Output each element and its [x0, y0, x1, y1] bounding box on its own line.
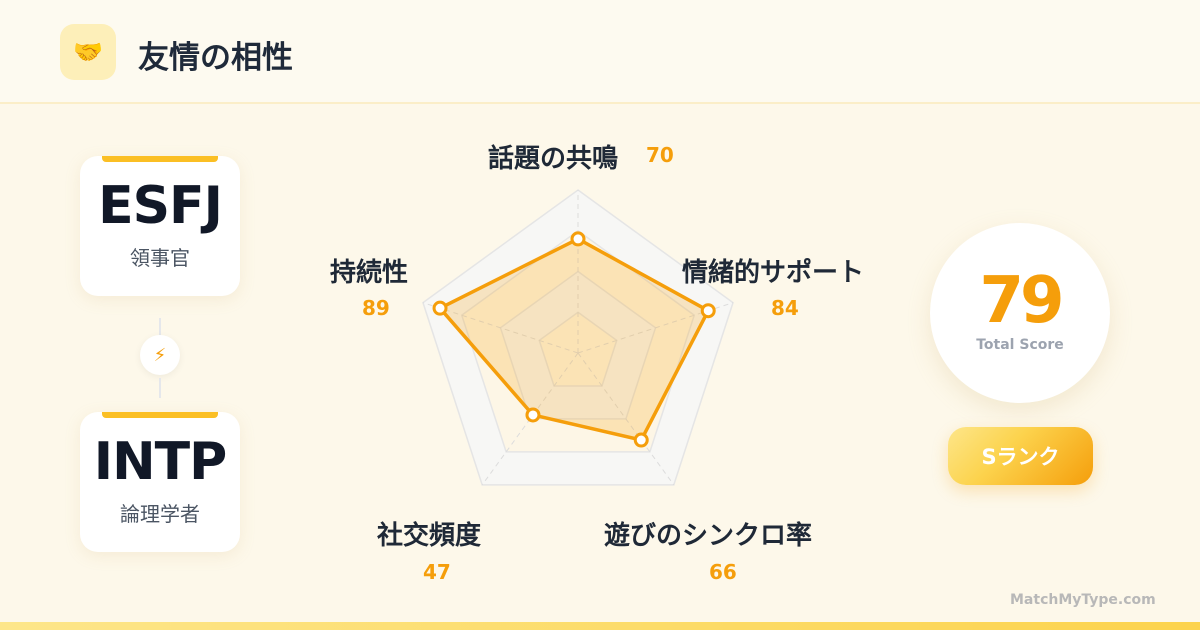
data-point	[432, 300, 448, 316]
data-point	[570, 231, 586, 247]
axis-label: 話題の共鳴	[488, 144, 619, 174]
type-card-1: ESFJ 領事官	[80, 156, 240, 296]
footer-brand: MatchMyType.com	[1010, 592, 1156, 608]
rank-badge: Sランク	[948, 427, 1093, 485]
total-score: 79 Total Score	[930, 223, 1110, 403]
score-label: Total Score	[976, 337, 1064, 353]
data-point	[525, 407, 541, 423]
axis-label: 社交頻度	[377, 521, 482, 551]
card-accent	[102, 156, 218, 162]
data-area	[438, 237, 710, 442]
axis-value: 89	[362, 296, 390, 320]
header: 🤝 友情の相性	[0, 0, 1200, 104]
score-value: 79	[979, 264, 1064, 338]
page-title: 友情の相性	[138, 40, 293, 76]
mbti-type: ESFJ	[98, 176, 223, 236]
axis-label: 情緒的サポート	[682, 258, 865, 288]
divider	[159, 318, 161, 338]
handshake-icon: 🤝	[60, 24, 116, 80]
mbti-type: INTP	[93, 432, 227, 492]
grid-spoke	[577, 352, 675, 486]
data-point	[700, 303, 716, 319]
axis-value: 47	[423, 560, 451, 584]
axis-value: 84	[771, 296, 799, 320]
lightning-icon: ⚡	[140, 335, 180, 375]
bottom-bar	[0, 622, 1200, 630]
card-accent	[102, 412, 218, 418]
divider	[159, 378, 161, 398]
type-role: 領事官	[130, 246, 190, 270]
type-card-2: INTP 論理学者	[80, 412, 240, 552]
data-point	[633, 432, 649, 448]
axis-label: 持続性	[330, 258, 409, 288]
grid-spoke	[422, 302, 579, 354]
axis-label: 遊びのシンクロ率	[604, 521, 813, 551]
type-role: 論理学者	[120, 502, 200, 526]
axis-value: 70	[646, 143, 674, 167]
axis-value: 66	[709, 560, 737, 584]
